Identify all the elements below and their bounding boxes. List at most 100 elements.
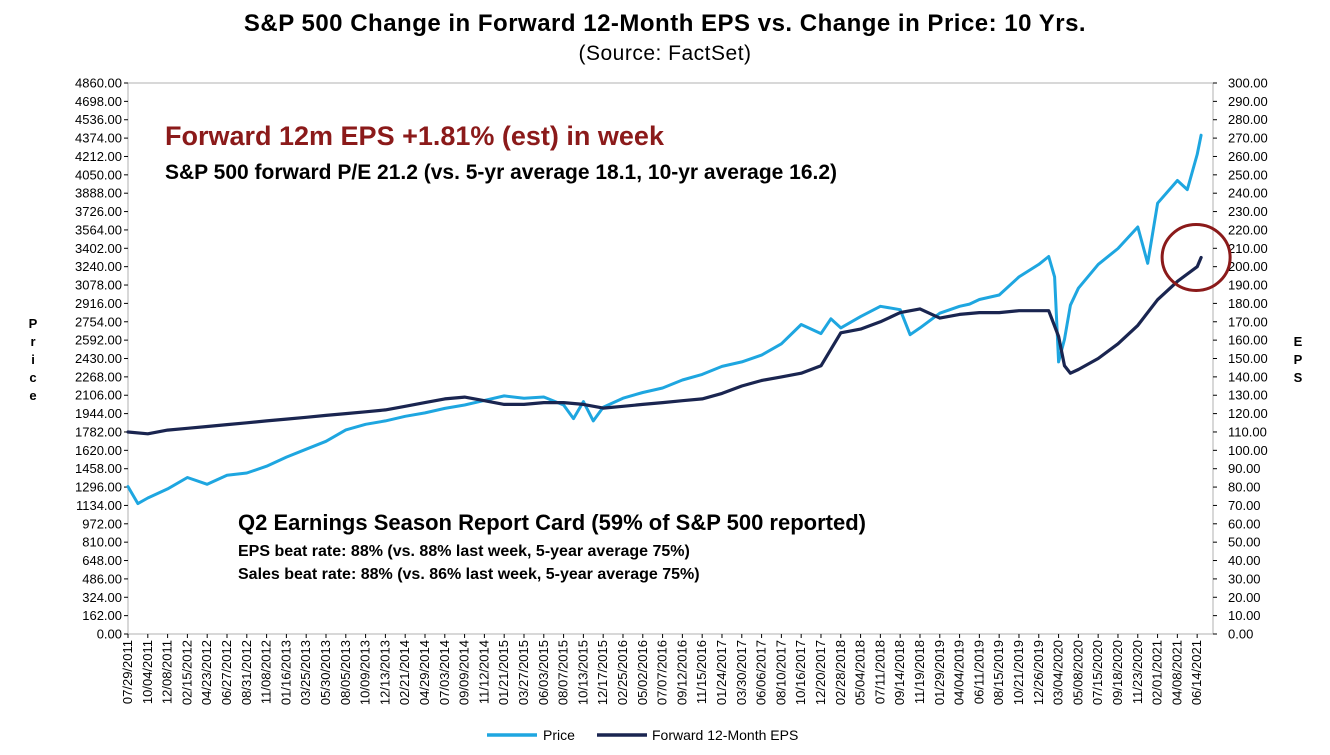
y-right-tick-label: 0.00: [1228, 627, 1253, 642]
y-right-tick-label: 200.00: [1228, 259, 1268, 274]
x-tick-label: 07/11/2018: [872, 640, 887, 704]
y-left-tick-label: 4374.00: [75, 131, 122, 146]
eps-point: [1069, 372, 1072, 374]
price-series-line: [126, 133, 1203, 506]
y-right-tick-label: 100.00: [1228, 443, 1268, 458]
y-right-tick-label: 10.00: [1228, 608, 1261, 623]
y-right-tick-label: 40.00: [1228, 553, 1261, 568]
x-tick-label: 09/14/2018: [892, 640, 907, 705]
eps-point: [127, 431, 129, 433]
x-tick-label: 08/07/2015: [556, 640, 571, 705]
y-right-tick-label: 180.00: [1228, 296, 1268, 311]
eps-point: [463, 396, 466, 398]
eps-point: [1018, 309, 1020, 312]
eps-point: [641, 403, 644, 406]
y-right-tick-label: 150.00: [1228, 351, 1268, 366]
eps-point: [265, 420, 268, 422]
price-point: [1057, 361, 1060, 363]
eps-point: [859, 328, 862, 330]
y-left-tick-label: 2106.00: [75, 388, 122, 403]
eps-point: [146, 433, 149, 435]
eps-point: [483, 399, 486, 402]
price-point: [661, 387, 664, 389]
price-point: [206, 483, 208, 486]
x-tick-label: 08/10/2017: [773, 640, 788, 705]
y-right-axis-letter: E: [1294, 334, 1303, 349]
x-tick-label: 03/25/2013: [298, 640, 313, 705]
y-right-tick-label: 250.00: [1228, 167, 1268, 182]
eps-point: [1077, 368, 1080, 371]
x-tick-label: 02/21/2014: [397, 640, 412, 705]
x-tick-label: 11/12/2014: [476, 640, 491, 704]
eps-point: [285, 418, 288, 420]
eps-point: [681, 399, 684, 402]
x-tick-label: 07/15/2020: [1090, 640, 1105, 705]
price-point: [800, 323, 802, 326]
eps-point: [1057, 335, 1060, 338]
eps-point: [1200, 256, 1202, 259]
x-tick-label: 12/26/2019: [1031, 640, 1046, 705]
price-point: [859, 315, 862, 318]
chart-title: S&P 500 Change in Forward 12-Month EPS v…: [243, 10, 1087, 37]
y-left-tick-label: 1944.00: [75, 406, 122, 421]
price-point: [137, 502, 139, 505]
eps-point: [839, 331, 842, 334]
x-tick-label: 03/30/2017: [734, 640, 749, 705]
price-point: [641, 391, 644, 394]
y-left-tick-label: 648.00: [82, 553, 122, 568]
eps-point: [1176, 280, 1179, 283]
price-point: [721, 365, 723, 368]
y-left-tick-label: 972.00: [82, 516, 122, 531]
eps-beat-rate: EPS beat rate: 88% (vs. 88% last week, 5…: [238, 543, 690, 560]
y-left-tick-label: 2916.00: [75, 296, 122, 311]
eps-point: [503, 403, 505, 406]
eps-point: [879, 320, 882, 323]
price-point: [1018, 276, 1020, 278]
price-point: [1186, 188, 1189, 191]
y-left-tick-label: 4050.00: [75, 167, 122, 182]
y-left-axis-letter: e: [29, 388, 36, 403]
price-point: [998, 294, 1000, 296]
price-point: [245, 472, 248, 474]
price-point: [1053, 276, 1056, 278]
price-point: [542, 396, 545, 398]
price-point: [503, 395, 505, 397]
eps-point: [206, 425, 208, 428]
price-point: [424, 412, 426, 414]
eps-point: [424, 401, 426, 404]
price-point: [582, 400, 585, 403]
y-right-tick-label: 300.00: [1228, 76, 1268, 91]
eps-point: [186, 427, 189, 430]
eps-point: [562, 401, 565, 404]
y-left-tick-label: 810.00: [82, 535, 122, 550]
y-left-tick-label: 3240.00: [75, 259, 122, 274]
x-tick-label: 04/29/2014: [417, 640, 432, 705]
x-tick-label: 12/20/2017: [813, 640, 828, 705]
y-right-tick-label: 110.00: [1228, 424, 1267, 439]
y-left-axis-letter: r: [30, 334, 35, 349]
y-right-tick-label: 130.00: [1228, 388, 1268, 403]
y-left-tick-label: 486.00: [82, 571, 122, 586]
eps-point: [384, 409, 387, 411]
eps-point: [938, 317, 941, 319]
x-tick-label: 10/09/2013: [358, 640, 373, 705]
eps-point: [958, 313, 961, 316]
y-left-tick-label: 1458.00: [75, 461, 122, 476]
price-point: [562, 404, 565, 406]
eps-point: [542, 401, 545, 404]
y-right-tick-label: 210.00: [1228, 241, 1268, 256]
eps-point: [899, 311, 901, 314]
price-point: [226, 474, 228, 477]
price-point: [740, 361, 743, 363]
y-left-tick-label: 3888.00: [75, 186, 122, 201]
eps-point: [721, 392, 723, 395]
y-left-tick-label: 0.00: [97, 627, 122, 642]
x-tick-label: 04/23/2012: [199, 640, 214, 705]
eps-point: [760, 379, 763, 382]
price-point: [146, 497, 149, 499]
price-point: [1077, 287, 1080, 290]
x-tick-label: 11/15/2016: [694, 640, 709, 704]
y-right-tick-label: 20.00: [1228, 590, 1261, 605]
eps-point: [701, 398, 703, 400]
y-left-axis-letter: i: [31, 352, 35, 367]
